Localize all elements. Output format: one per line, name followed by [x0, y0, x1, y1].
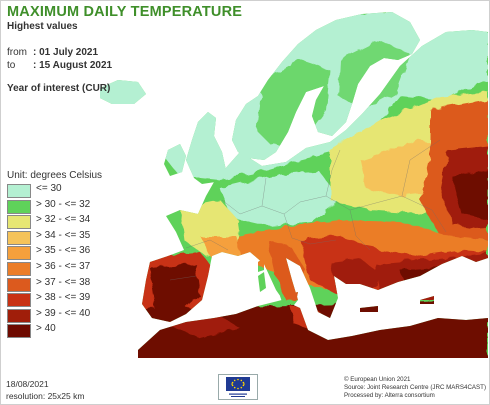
- legend-label: > 35 - <= 36: [36, 245, 91, 257]
- legend-title: Unit: degrees Celsius: [7, 170, 103, 181]
- legend-swatch: [7, 277, 31, 292]
- year-of-interest: Year of interest (CUR): [7, 83, 111, 94]
- legend-swatch: [7, 184, 31, 198]
- legend-swatch: [7, 261, 31, 276]
- legend-label: > 37 - <= 38: [36, 276, 91, 288]
- issue-date: 18/08/2021: [6, 379, 49, 389]
- legend-swatch: [7, 215, 31, 230]
- legend-label: <= 30: [36, 183, 62, 194]
- period-to: to : 15 August 2021: [7, 60, 112, 71]
- map-title: MAXIMUM DAILY TEMPERATURE: [7, 4, 243, 20]
- period-to-label: to: [7, 60, 16, 71]
- legend-swatch: [7, 324, 31, 339]
- legend-swatch: [7, 293, 31, 308]
- legend-label: > 38 - <= 39: [36, 292, 91, 304]
- credit-line: © European Union 2021: [344, 376, 411, 383]
- legend-label: > 39 - <= 40: [36, 307, 91, 319]
- eu-flag-logo: [218, 374, 258, 400]
- legend-swatch: [7, 199, 31, 214]
- period-to-value: : 15 August 2021: [33, 60, 113, 71]
- period-from-label: from: [7, 47, 27, 58]
- period-from: from : 01 July 2021: [7, 47, 98, 58]
- legend-swatch: [7, 246, 31, 261]
- credit-line: Source: Joint Research Centre (JRC MARS4…: [344, 384, 487, 391]
- resolution-note: resolution: 25x25 km: [6, 391, 85, 401]
- legend-swatch: [7, 230, 31, 245]
- legend-label: > 36 - <= 37: [36, 260, 91, 272]
- country-borders: [169, 139, 447, 281]
- period-from-value: : 01 July 2021: [33, 47, 99, 58]
- legend-label: > 34 - <= 35: [36, 229, 91, 241]
- map-subtitle: Highest values: [7, 21, 78, 32]
- legend-swatch: [7, 308, 31, 323]
- legend-label: > 40: [36, 323, 56, 335]
- credit-line: Processed by: Alterra consortium: [344, 392, 435, 399]
- credits: © European Union 2021 Source: Joint Rese…: [344, 376, 486, 400]
- legend-label: > 30 - <= 32: [36, 198, 91, 210]
- legend-label: > 32 - <= 34: [36, 214, 91, 226]
